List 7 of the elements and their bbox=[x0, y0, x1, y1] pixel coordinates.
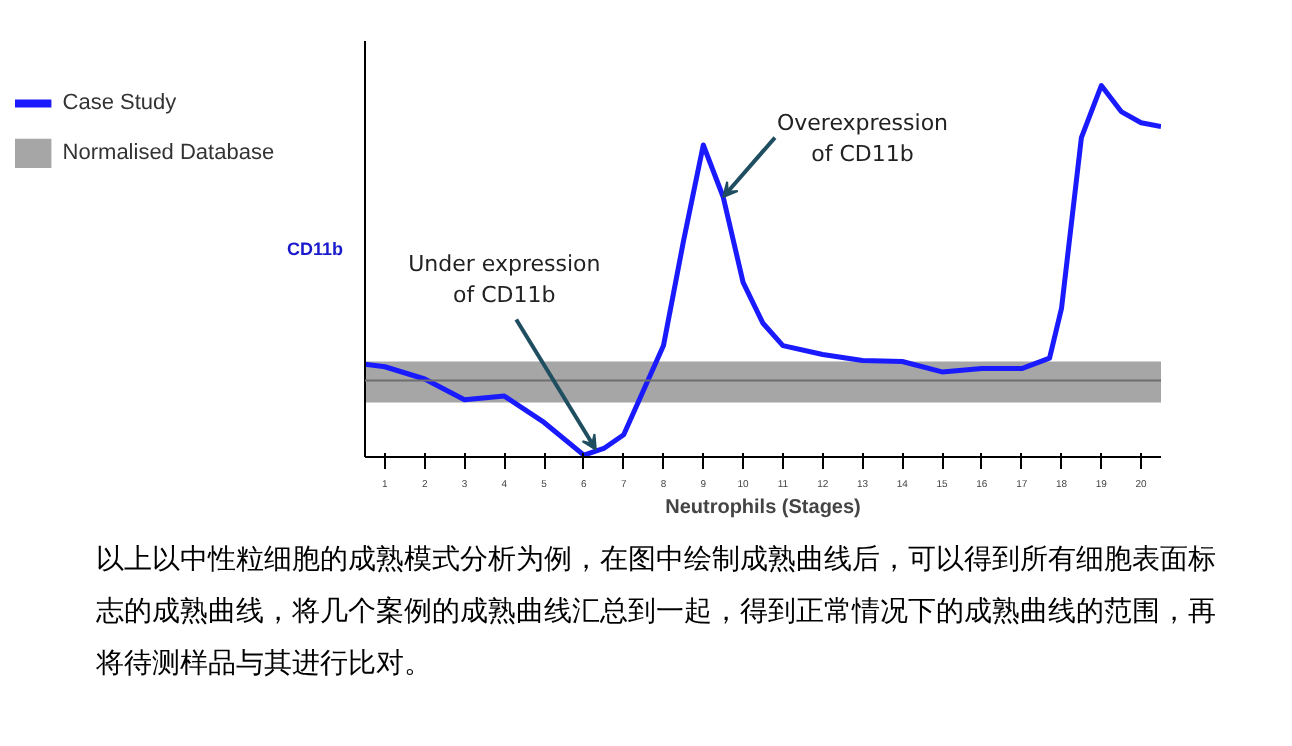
text: 以上以中性粒细胞的成熟模式分析为例，在图中绘制成熟曲线后，可以得到所有细胞表面标志的成熟曲线，将几个案例的成熟曲线汇总到一起，得到正常情况下的成熟曲线的范围，再将待测样品与其进行比对。 bbox=[96, 542, 1216, 684]
x-axis-title: Neutrophils (Stages) bbox=[665, 497, 861, 519]
legend-label: Case Study bbox=[62, 91, 178, 116]
legend-label: Normalised Database bbox=[62, 141, 275, 166]
annotation: Overexpression of CD11b bbox=[776, 110, 949, 168]
y-axis-title: CD11b bbox=[286, 239, 344, 259]
annotation: Under expression of CD11b bbox=[408, 251, 601, 309]
